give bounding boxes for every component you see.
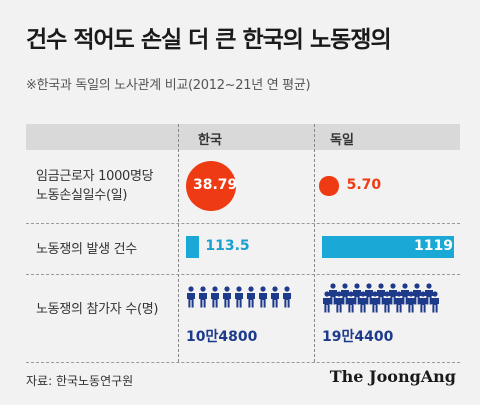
column-header-korea: 한국 [198,133,222,148]
person-icon [223,286,231,308]
row-divider-1 [26,223,460,224]
person-icon [407,291,415,313]
row-divider-2 [26,274,460,275]
brand-logo: The JoongAng [329,367,456,386]
person-icon [187,286,195,308]
column-header-band [26,124,460,150]
person-icon [383,291,391,313]
row-divider-3 [26,362,460,363]
circle-korea-days-lost [186,161,236,211]
person-icon [259,286,267,308]
person-icon [271,286,279,308]
person-icon [347,291,355,313]
pictogram-row-front [322,291,440,313]
value-korea-days-lost: 38.79 [193,177,238,193]
person-icon [335,291,343,313]
value-germany-participants: 19만4400 [322,329,394,345]
chart-subtitle: ※한국과 독일의 노사관계 비교(2012~21년 연 평균) [26,78,311,93]
row-label-participants: 노동쟁의 참가자 수(명) [36,302,159,317]
person-icon [247,286,255,308]
column-header-germany: 독일 [330,133,354,148]
column-divider-korea [178,124,179,362]
value-germany-disputes: 1119 [414,238,453,254]
chart-title: 건수 적어도 손실 더 큰 한국의 노동쟁의 [26,27,392,53]
source-note: 자료: 한국노동연구원 [26,374,134,388]
row-label-days-lost: 임금근로자 1000명당 노동손실일수(일) [36,167,154,205]
person-icon [323,291,331,313]
person-icon [371,291,379,313]
person-icon [211,286,219,308]
person-icon [235,286,243,308]
column-divider-germany [314,124,315,362]
value-korea-participants: 10만4800 [186,329,258,345]
row-label-days-lost-line1: 임금근로자 1000명당 [36,169,154,184]
person-icon [395,291,403,313]
row-label-days-lost-line2: 노동손실일수(일) [36,188,128,203]
bar-germany-disputes [322,236,454,258]
bar-korea-disputes [186,236,200,258]
value-korea-disputes: 113.5 [205,238,250,254]
person-icon [431,291,439,313]
person-icon [199,286,207,308]
row-label-disputes: 노동쟁의 발생 건수 [36,242,137,257]
person-icon [359,291,367,313]
person-icon [419,291,427,313]
circle-germany-days-lost [319,176,339,196]
value-germany-days-lost: 5.70 [346,177,382,193]
pictogram-korea-participants [186,286,292,308]
person-icon [283,286,291,308]
